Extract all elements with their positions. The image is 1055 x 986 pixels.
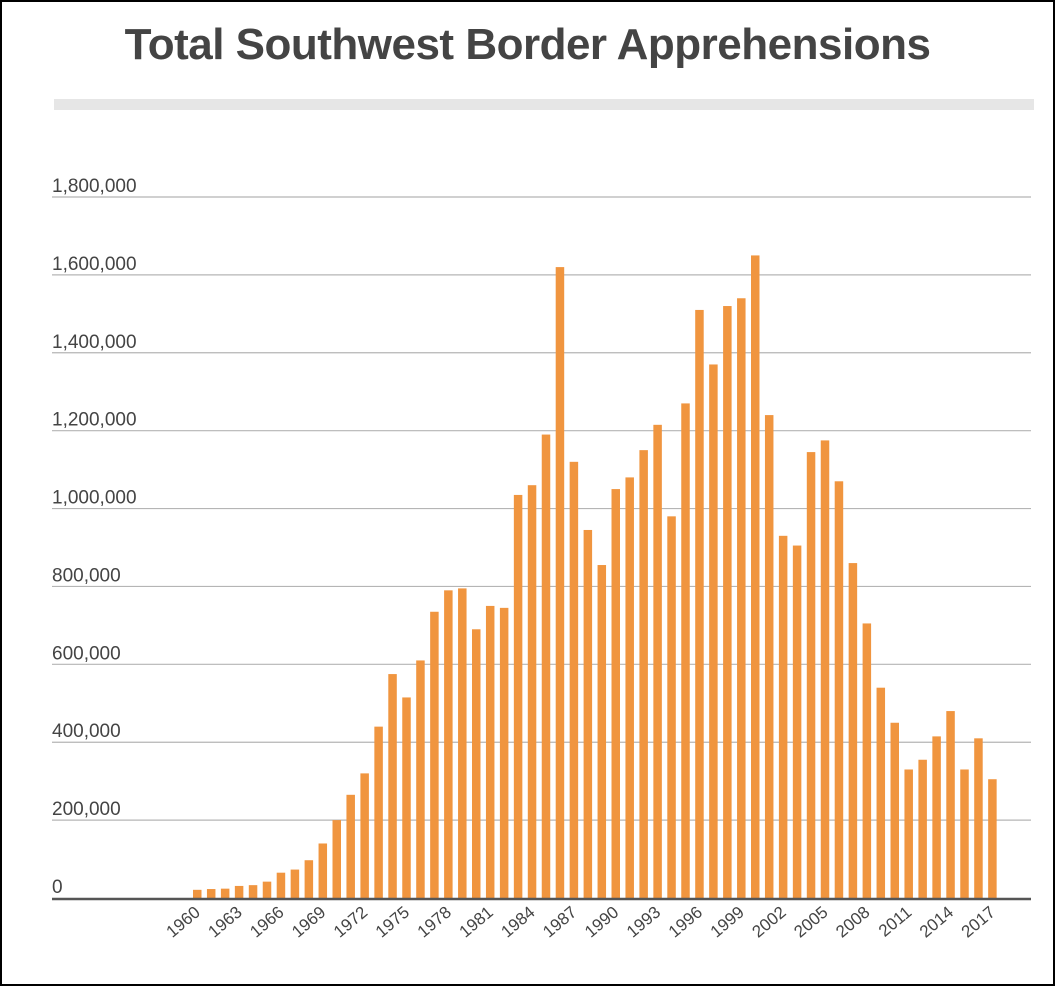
bar-1969 bbox=[318, 843, 328, 898]
y-tick-label: 1,600,000 bbox=[52, 254, 137, 275]
y-tick-label: 400,000 bbox=[52, 721, 121, 742]
bar-1972 bbox=[360, 773, 369, 898]
bar-2002 bbox=[778, 535, 788, 898]
x-tick-label: 2002 bbox=[749, 903, 790, 942]
y-axis-tick-labels: 0 200,000 400,000 600,000 800,000 1,000,000 1,… bbox=[52, 176, 137, 898]
x-tick-label: 1987 bbox=[539, 903, 580, 942]
y-tick-label: 1,000,000 bbox=[52, 488, 137, 509]
x-tick-label: 2005 bbox=[790, 903, 831, 942]
bar-1984 bbox=[527, 485, 537, 898]
bar-2004 bbox=[806, 452, 816, 898]
bar-1960 bbox=[193, 889, 202, 898]
x-tick-label: 1984 bbox=[497, 903, 538, 942]
bar-2007 bbox=[848, 563, 858, 898]
bar-2000 bbox=[751, 255, 760, 899]
bar-2013 bbox=[932, 736, 941, 898]
bar-1974 bbox=[388, 674, 397, 898]
bar-1979 bbox=[458, 588, 467, 898]
x-tick-label: 1978 bbox=[414, 903, 455, 942]
bar-1990 bbox=[611, 489, 620, 898]
x-tick-label: 1969 bbox=[288, 903, 329, 942]
bar-1973 bbox=[374, 726, 383, 898]
x-tick-label: 1981 bbox=[456, 903, 497, 942]
bar-1961 bbox=[206, 889, 216, 898]
bar-1998 bbox=[723, 306, 732, 898]
bar-1989 bbox=[597, 565, 607, 898]
title-divider bbox=[54, 99, 1034, 110]
bar-2005 bbox=[820, 440, 830, 898]
x-tick-label: 1975 bbox=[372, 903, 413, 942]
bar-1978 bbox=[444, 590, 453, 898]
x-tick-label: 1972 bbox=[330, 903, 371, 942]
y-tick-label: 1,800,000 bbox=[52, 176, 137, 197]
bar-1971 bbox=[346, 794, 355, 898]
bar-2012 bbox=[918, 759, 927, 898]
x-tick-label: 1993 bbox=[623, 903, 664, 942]
y-tick-label: 200,000 bbox=[52, 799, 121, 820]
chart-title: Total Southwest Border Apprehensions bbox=[124, 20, 931, 69]
x-tick-label: 2008 bbox=[832, 903, 873, 942]
x-tick-label: 2011 bbox=[875, 903, 915, 941]
bar-2015 bbox=[960, 769, 969, 898]
x-tick-label: 1966 bbox=[246, 903, 287, 942]
bar-2001 bbox=[764, 415, 774, 898]
bar-1993 bbox=[653, 424, 662, 898]
bar-2011 bbox=[904, 769, 913, 898]
bar-1963 bbox=[234, 885, 244, 898]
x-tick-label: 1999 bbox=[707, 903, 748, 942]
x-tick-label: 2017 bbox=[958, 903, 999, 942]
bar-1985 bbox=[541, 434, 551, 898]
bar-1965 bbox=[262, 881, 272, 898]
bar-1970 bbox=[332, 820, 341, 898]
grid-lines bbox=[52, 196, 1031, 821]
bar-2017 bbox=[988, 779, 997, 898]
bar-2006 bbox=[834, 481, 844, 898]
bar-1986 bbox=[555, 267, 565, 899]
x-tick-label: 1960 bbox=[163, 903, 204, 942]
bar-1994 bbox=[667, 516, 676, 898]
bar-1977 bbox=[430, 611, 439, 898]
bar-1967 bbox=[290, 869, 300, 898]
y-tick-label: 1,400,000 bbox=[52, 332, 137, 353]
bar-1997 bbox=[709, 364, 718, 899]
bar-1966 bbox=[276, 872, 286, 898]
y-tick-label: 600,000 bbox=[52, 643, 121, 664]
y-tick-label: 800,000 bbox=[52, 565, 121, 586]
y-tick-label: 1,200,000 bbox=[52, 410, 137, 431]
bar-1976 bbox=[416, 660, 425, 898]
bar-1987 bbox=[569, 461, 579, 898]
bar-1992 bbox=[639, 450, 648, 898]
bar-1964 bbox=[248, 885, 258, 898]
bar-2010 bbox=[890, 722, 899, 898]
bar-1988 bbox=[583, 529, 593, 898]
bar-1968 bbox=[304, 860, 314, 898]
x-axis-tick-labels: 1960 1963 1966 1969 1972 1975 1978 1981 1984 1987… bbox=[163, 903, 999, 942]
bars bbox=[193, 255, 997, 899]
bar-1975 bbox=[402, 697, 411, 898]
bar-1983 bbox=[513, 494, 523, 898]
bar-1996 bbox=[695, 309, 704, 898]
x-tick-label: 2014 bbox=[916, 903, 957, 942]
bar-1980 bbox=[472, 629, 481, 898]
bar-1981 bbox=[485, 605, 495, 898]
bar-2016 bbox=[974, 738, 983, 898]
x-tick-label: 1996 bbox=[665, 903, 706, 942]
bar-1995 bbox=[681, 403, 690, 898]
bar-1982 bbox=[499, 607, 509, 898]
bar-2009 bbox=[876, 687, 886, 898]
bar-2008 bbox=[862, 623, 872, 898]
bar-2003 bbox=[792, 545, 802, 898]
bar-1999 bbox=[737, 298, 746, 898]
bar-2014 bbox=[946, 711, 955, 898]
x-tick-label: 1990 bbox=[581, 903, 622, 942]
y-tick-label: 0 bbox=[52, 877, 63, 898]
bar-1991 bbox=[625, 477, 634, 898]
x-tick-label: 1963 bbox=[204, 903, 245, 942]
bar-1962 bbox=[220, 888, 230, 898]
